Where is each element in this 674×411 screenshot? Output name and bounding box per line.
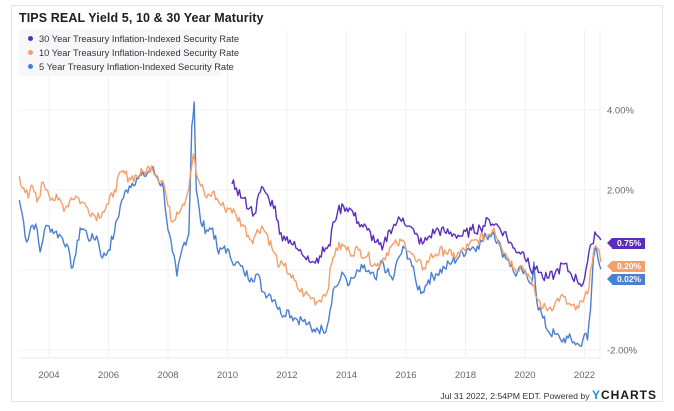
y-axis: 4.00% 2.00% -2.00% [607, 106, 638, 357]
legend-item-5yr[interactable]: 5 Year Treasury Inflation-Indexed Securi… [28, 61, 234, 74]
x-tick-label: 2014 [336, 370, 357, 381]
x-tick-label: 2006 [98, 370, 119, 381]
x-tick-label: 2016 [395, 370, 416, 381]
x-tick-label: 2012 [276, 370, 297, 381]
legend-label-30yr: 30 Year Treasury Inflation-Indexed Secur… [39, 34, 240, 44]
x-tick-label: 2022 [574, 370, 595, 381]
ycharts-logo-text: CHARTS [601, 388, 657, 402]
x-tick-label: 2004 [38, 370, 59, 381]
footer-timestamp: Jul 31 2022, 2:54PM EDT. Powered by [440, 391, 590, 401]
series-line-30yr [231, 179, 602, 288]
legend: 30 Year Treasury Inflation-Indexed Secur… [19, 30, 239, 76]
last-value-badge-5yr: 0.02% [606, 273, 646, 285]
series-line-10yr [18, 153, 602, 312]
ycharts-logo-y: Y [591, 388, 601, 402]
x-tick-label: 2010 [217, 370, 238, 381]
series-lines [18, 101, 602, 347]
footer: Jul 31 2022, 2:54PM EDT. Powered by YCHA… [440, 388, 657, 402]
chart-title: TIPS REAL Yield 5, 10 & 30 Year Maturity [19, 11, 264, 25]
y-tick-label: 4.00% [607, 106, 634, 117]
y-tick-label: 2.00% [607, 186, 634, 197]
x-axis: 2004 2006 2008 2010 2012 2014 2016 2018 2020 2022 [38, 370, 595, 381]
legend-dot-10yr-icon [28, 50, 33, 56]
last-value-badge-10yr: 0.20% [606, 260, 646, 272]
x-tick-label: 2018 [455, 370, 476, 381]
legend-item-30yr[interactable]: 30 Year Treasury Inflation-Indexed Secur… [28, 33, 239, 46]
ycharts-logo[interactable]: YCHARTS [592, 388, 657, 402]
last-value-badge-30yr: 0.75% [606, 237, 646, 249]
legend-label-5yr: 5 Year Treasury Inflation-Indexed Securi… [39, 62, 234, 72]
legend-label-10yr: 10 Year Treasury Inflation-Indexed Secur… [39, 48, 240, 58]
legend-dot-5yr-icon [28, 64, 33, 70]
legend-item-10yr[interactable]: 10 Year Treasury Inflation-Indexed Secur… [28, 47, 239, 60]
y-tick-label: -2.00% [607, 346, 638, 357]
gridlines [19, 30, 601, 359]
x-tick-label: 2020 [514, 370, 535, 381]
series-line-5yr [18, 101, 602, 347]
legend-dot-30yr-icon [28, 36, 33, 42]
x-tick-label: 2008 [157, 370, 178, 381]
